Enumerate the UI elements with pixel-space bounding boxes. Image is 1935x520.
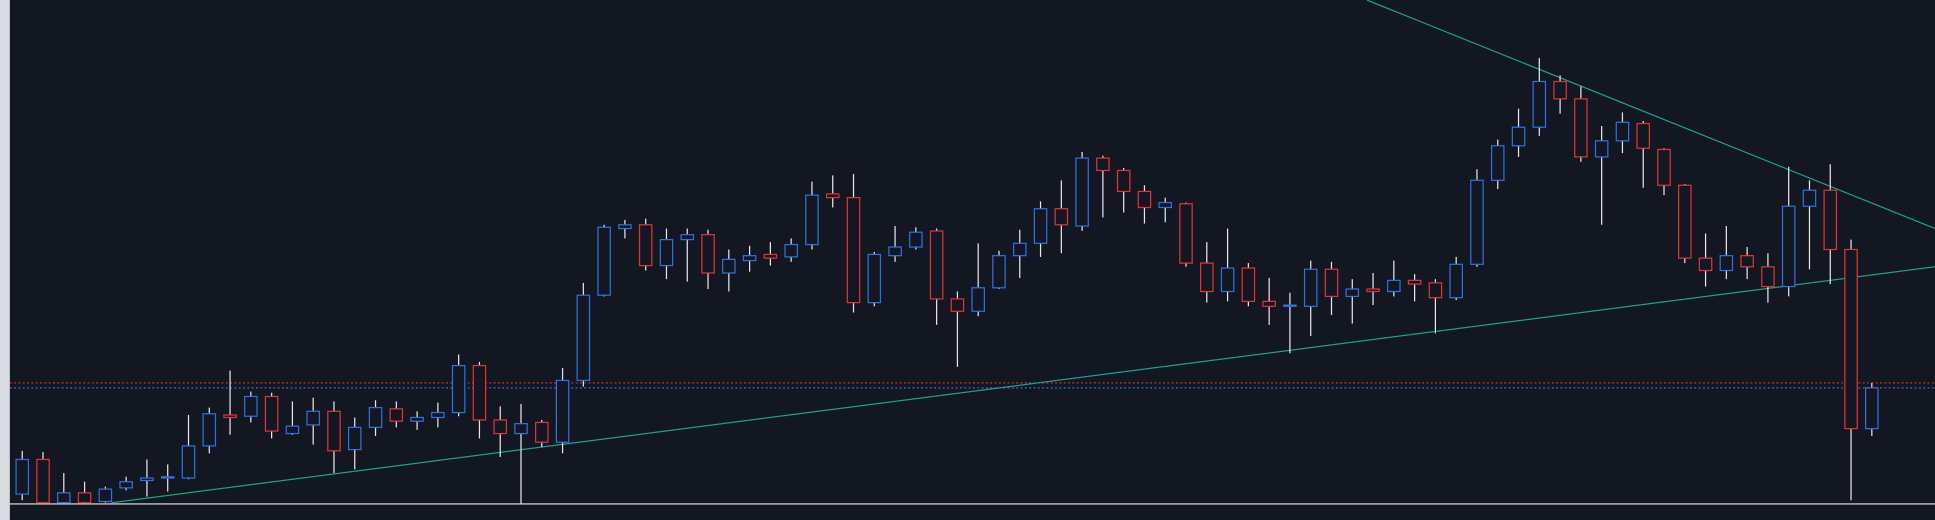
candle-body [1137, 190, 1152, 209]
candle-body [223, 414, 237, 419]
candle-body [77, 492, 92, 504]
candle-body [1241, 267, 1256, 302]
candle-body [659, 239, 674, 267]
candle-body [825, 193, 840, 199]
candle-body [1781, 205, 1796, 288]
candle-body [1096, 157, 1110, 172]
candle-body [1470, 179, 1484, 265]
candle-body [285, 425, 300, 435]
candle-body [244, 395, 258, 417]
candle-body [909, 231, 923, 248]
candle-body [140, 477, 154, 482]
candle-body [1657, 148, 1671, 186]
candle-body [1200, 262, 1214, 293]
candle-body [1366, 288, 1380, 293]
candle-body [1490, 145, 1505, 181]
candle-body [1116, 169, 1131, 193]
candle-body [368, 406, 383, 428]
candle-body [638, 224, 653, 267]
candle-body [722, 258, 736, 274]
candle-body [1677, 184, 1692, 259]
candle-body [1844, 248, 1858, 430]
candle-body [514, 423, 528, 435]
candle-body [1740, 255, 1754, 268]
candle-body [597, 226, 611, 296]
candle-body [493, 419, 508, 435]
candle-body [327, 410, 341, 452]
candle-body [1574, 98, 1588, 158]
candle-body [1012, 242, 1027, 257]
candle-body [431, 411, 445, 419]
candle-body [867, 253, 882, 304]
candle-body [472, 364, 487, 421]
candle-body [742, 255, 757, 262]
candle-body [1075, 157, 1089, 227]
candle-body [1553, 80, 1567, 100]
candle-body [1615, 121, 1630, 142]
candle-body [929, 230, 944, 300]
candle-body [971, 287, 985, 312]
candle-body [1345, 288, 1360, 298]
candle-body [784, 243, 798, 258]
candle-body [763, 253, 778, 259]
candle-body [1532, 80, 1547, 128]
candle-body [1761, 266, 1775, 288]
candle-body [1594, 140, 1609, 158]
candle-body [1407, 279, 1422, 285]
candle-body [98, 488, 113, 503]
candle-body [950, 298, 965, 312]
trend-line [111, 266, 1935, 504]
candle-body [701, 234, 715, 274]
candle-body [1387, 279, 1401, 293]
candle-body [264, 395, 279, 432]
candle-body [1511, 126, 1526, 147]
candle-body [888, 246, 902, 257]
candle-body [1283, 304, 1297, 307]
candle-body [347, 426, 362, 451]
candle-body [119, 481, 133, 489]
candle-body [1698, 257, 1713, 272]
left-edge [0, 0, 10, 520]
candle-body [576, 294, 591, 382]
candle-body [160, 476, 175, 479]
candle-body [181, 445, 196, 479]
candle-body [451, 364, 466, 414]
candle-body [410, 416, 424, 422]
candle-body [1428, 282, 1443, 299]
candle-body [992, 255, 1006, 289]
candle-body [846, 197, 861, 304]
candle-body [202, 413, 217, 447]
candle-body [1303, 268, 1318, 307]
candle-body [1449, 263, 1463, 299]
candle-body [618, 224, 632, 230]
candle-body [534, 421, 549, 443]
candle-body [306, 410, 320, 426]
candle-body [1220, 267, 1235, 293]
candle-body [1802, 189, 1817, 207]
candle-body [36, 458, 50, 504]
candle-body [1033, 208, 1048, 244]
candle-body [1865, 387, 1879, 430]
candle-body [1636, 122, 1651, 149]
candle-body [15, 458, 30, 495]
candle-body [555, 379, 570, 443]
candle-body [805, 194, 819, 246]
candle-body [1719, 255, 1734, 272]
candle-body [1262, 300, 1276, 307]
candle-body [1324, 268, 1339, 298]
candle-body [389, 408, 404, 422]
candle-body [680, 234, 695, 241]
candle-body [57, 492, 71, 504]
trend-line [1366, 0, 1935, 230]
candle-body [1158, 201, 1173, 209]
candle-body [1823, 189, 1838, 251]
candle-body [1054, 208, 1069, 226]
candle-body [1179, 203, 1193, 264]
